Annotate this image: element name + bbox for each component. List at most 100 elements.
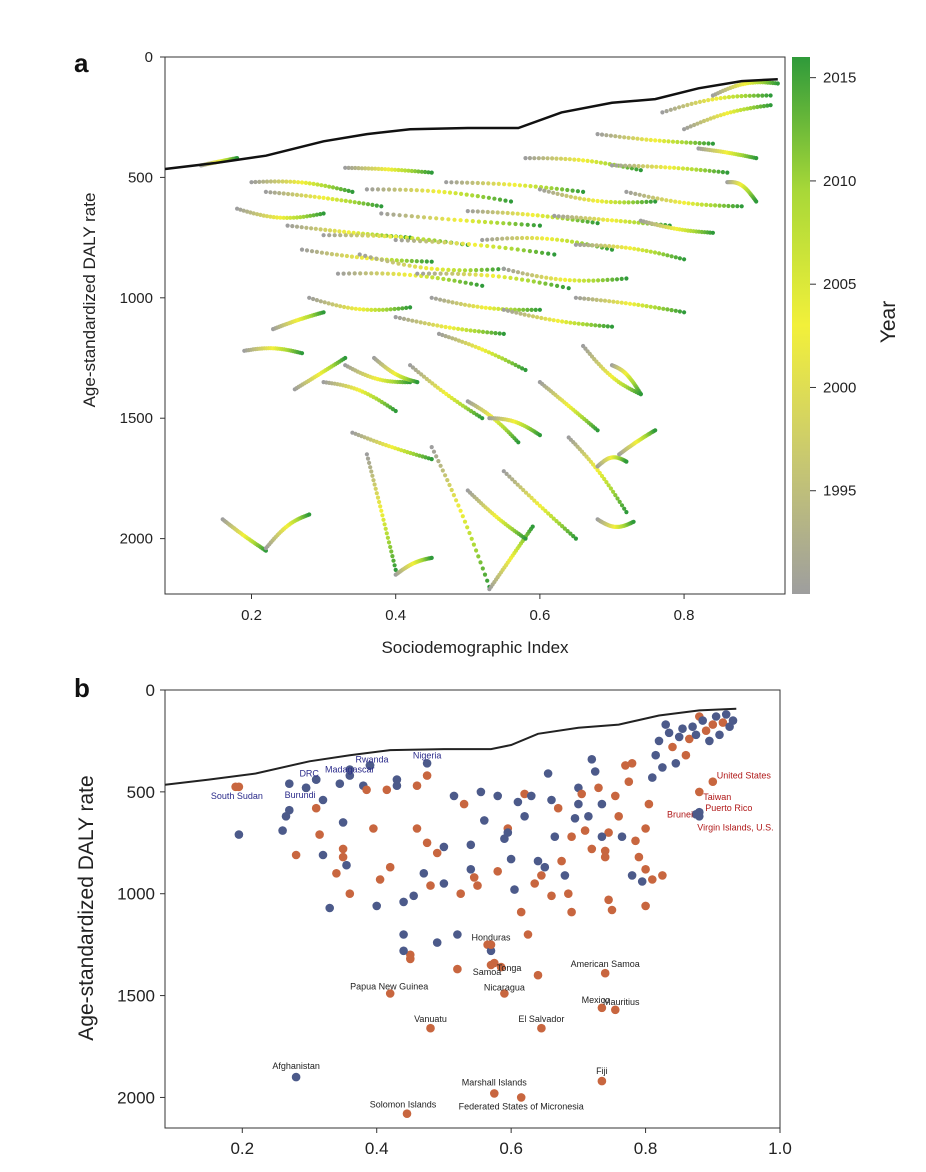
trajectory-point [433, 296, 438, 301]
trajectory-point [523, 536, 528, 541]
labeled-country-point [537, 1023, 546, 1033]
trajectory-point [677, 256, 683, 261]
trajectory-point [619, 503, 625, 508]
trajectory-point [595, 428, 600, 433]
trajectory-point [640, 303, 645, 308]
trajectory-point [380, 271, 385, 276]
trajectory-point [596, 278, 601, 283]
trajectory-point [627, 219, 632, 224]
trajectory-point [348, 199, 353, 204]
trajectory-point [414, 319, 419, 324]
trajectory-point [573, 242, 579, 247]
country-point [345, 889, 355, 898]
trajectory-point [375, 187, 381, 192]
trajectory-point [670, 139, 676, 144]
trajectory-point [554, 186, 559, 191]
trajectory-point [686, 201, 691, 206]
country-point [486, 946, 496, 956]
trajectory-point [530, 212, 535, 218]
country-point [550, 832, 560, 841]
trajectory-point [590, 297, 595, 302]
country-label: American Samoa [571, 959, 640, 969]
trajectory-point [422, 321, 427, 326]
trajectory-point [577, 196, 582, 201]
trajectory-point [364, 187, 369, 192]
trajectory-point [294, 215, 300, 220]
trajectory-point [435, 323, 440, 328]
trajectory-point [523, 156, 528, 161]
trajectory-point [659, 197, 665, 202]
trajectory-point [685, 102, 690, 108]
trajectory-point [690, 201, 696, 206]
trajectory-point [321, 195, 326, 200]
trajectory-point [555, 191, 560, 196]
country-point [338, 818, 348, 827]
trajectory-point [349, 233, 354, 238]
trajectory-point [434, 454, 439, 459]
panel-a-frontier-line [164, 77, 778, 171]
trajectory-point [716, 169, 721, 174]
trajectory-point [654, 164, 659, 169]
trajectory-point [483, 305, 488, 310]
trajectory-point [525, 222, 530, 227]
trajectory-point [663, 165, 668, 170]
trajectory-point [554, 156, 559, 161]
trajectory-point [257, 179, 262, 184]
trajectory-point [664, 198, 669, 203]
trajectory-point [429, 555, 434, 561]
trajectory-point [416, 169, 421, 174]
trajectory-point [357, 252, 362, 257]
trajectory-point [710, 230, 716, 235]
trajectory-point [741, 107, 747, 112]
country-point [678, 724, 687, 733]
trajectory-point [299, 193, 304, 198]
trajectory-point [545, 214, 550, 219]
trajectory-point [301, 214, 306, 219]
trajectory-point [652, 305, 658, 310]
trajectory-point [657, 138, 662, 143]
trajectory-point [557, 521, 562, 526]
trajectory-point [609, 218, 615, 223]
trajectory-10 [393, 555, 434, 577]
trajectory-point [346, 188, 351, 193]
trajectory-point [601, 323, 606, 329]
trajectory-point [765, 103, 770, 108]
country-point [688, 722, 697, 731]
trajectory-point [631, 200, 636, 205]
trajectory-point [496, 354, 501, 359]
panel-b-frontier-line [165, 707, 737, 786]
trajectory-point [245, 209, 250, 214]
trajectory-point [714, 96, 719, 101]
trajectory-point [512, 479, 518, 485]
trajectory-29 [285, 223, 413, 240]
trajectory-point [468, 268, 473, 273]
trajectory-point [324, 251, 329, 256]
trajectory-point [619, 245, 624, 250]
trajectory-point [464, 192, 469, 197]
trajectory-point [751, 105, 757, 110]
trajectory-point [571, 534, 576, 539]
panel-a-plot: 0.2 0.4 0.6 0.8 0 500 1000 1500 2000 Sociodemog… [80, 49, 900, 657]
labeled-country-point [422, 759, 432, 768]
trajectory-point [402, 272, 407, 277]
trajectory-point [497, 331, 502, 336]
trajectory-point [558, 277, 563, 282]
x-tick-label: 0.4 [385, 607, 406, 624]
trajectory-point [396, 272, 402, 277]
trajectory-point [551, 516, 556, 521]
country-label: Samoa [473, 967, 502, 977]
trajectory-point [527, 156, 533, 161]
trajectory-point [326, 301, 331, 306]
country-point [392, 781, 402, 790]
country-point [285, 779, 294, 788]
trajectory-point [474, 268, 479, 273]
trajectory-point [486, 181, 491, 186]
trajectory-point [235, 206, 240, 211]
trajectory-point [365, 307, 370, 312]
trajectory-point [644, 248, 649, 253]
trajectory-point [480, 181, 486, 186]
trajectory-point [680, 166, 686, 171]
trajectory-point [653, 428, 658, 433]
trajectory-point [585, 219, 590, 224]
trajectory-point [314, 298, 319, 303]
